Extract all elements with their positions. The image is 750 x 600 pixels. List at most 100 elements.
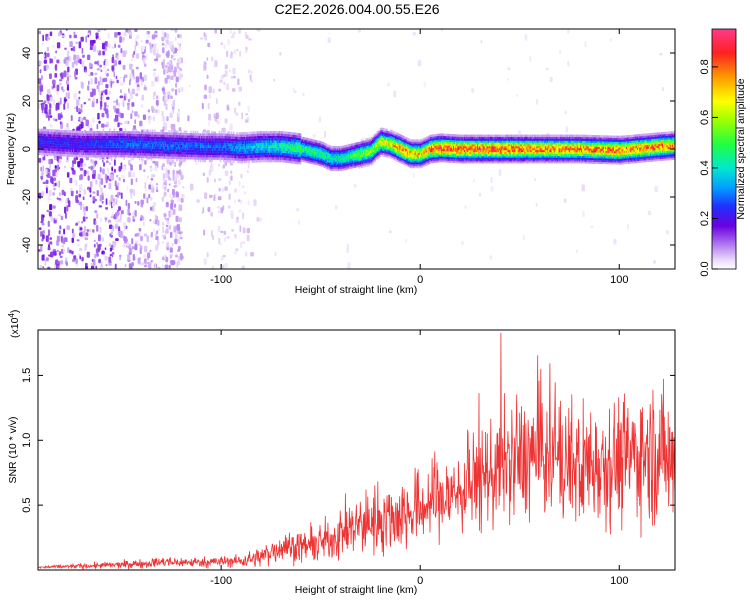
- spectrogram-ridge-cell: [40, 150, 42, 153]
- spectrogram-noise-cell: [122, 99, 125, 103]
- spectrogram-noise-cell: [175, 231, 178, 236]
- spectrogram-noise-cell: [169, 254, 173, 257]
- spectrogram-noise-cell: [75, 258, 78, 264]
- spectrogram-ridge-cell: [58, 129, 61, 133]
- spectrogram-noise-cell: [52, 205, 56, 209]
- spectrogram-noise-cell: [178, 127, 181, 132]
- spectrogram-ridge-cell: [39, 140, 41, 144]
- spectrogram-noise-cell: [174, 161, 177, 167]
- spectrogram-ridge-cell: [58, 134, 61, 137]
- spectrogram-ridge-cell: [145, 129, 147, 132]
- spectrogram-noise-cell: [55, 171, 58, 178]
- spectrogram-noise-cell: [119, 254, 122, 257]
- spectrogram-noise-cell: [106, 109, 109, 115]
- spectrogram-noise-cell: [233, 251, 237, 255]
- spectrogram-noise-cell: [164, 179, 167, 183]
- spectrogram-ridge-cell: [62, 151, 64, 154]
- spectrogram-noise-cell: [250, 252, 254, 257]
- spectrogram-noise-cell: [195, 161, 198, 166]
- spectrogram-noise-cell: [161, 196, 164, 202]
- spectrogram-noise-cell: [52, 79, 56, 85]
- spectrogram-noise-cell: [654, 185, 658, 192]
- spectrogram-noise-cell: [78, 253, 81, 257]
- spectrogram-noise-cell: [151, 105, 154, 112]
- spectrogram-noise-cell: [490, 186, 494, 192]
- spectrogram-ridge-cell: [43, 143, 46, 146]
- spectrogram-noise-cell: [273, 78, 276, 82]
- spectrogram-noise-cell: [208, 86, 212, 94]
- spectrogram-noise-cell: [56, 197, 59, 200]
- spectrogram-ridge-cell: [55, 148, 58, 152]
- spectrogram-ridge-cell: [149, 129, 152, 132]
- spectrogram-noise-cell: [565, 126, 569, 133]
- spectrogram-noise-cell: [154, 165, 158, 171]
- spectrogram-noise-cell: [142, 114, 146, 120]
- spectrogram-ridge-cell: [109, 128, 111, 131]
- spectrogram-noise-cell: [148, 118, 151, 125]
- spectrogram-noise-cell: [128, 212, 131, 216]
- spectrogram-ridge-cell: [43, 140, 46, 144]
- spectrogram-ridge-cell: [50, 141, 52, 144]
- spectrogram-noise-cell: [215, 112, 219, 119]
- spectrogram-ridge-cell: [184, 159, 187, 162]
- spectrogram-noise-cell: [179, 253, 183, 260]
- spectrogram-noise-cell: [222, 164, 225, 169]
- spectrogram-noise-cell: [110, 194, 114, 202]
- spectrogram-ridge-cell: [135, 129, 137, 132]
- spectrogram-noise-cell: [116, 174, 119, 178]
- spectrogram-noise-cell: [112, 54, 114, 58]
- spectrogram-noise-cell: [109, 199, 111, 206]
- spectrogram-noise-cell: [131, 246, 136, 250]
- spectrogram-ridge-cell: [47, 131, 50, 134]
- spectrogram-ridge-cell: [48, 134, 51, 137]
- spectrogram-noise-cell: [214, 60, 218, 68]
- spectrogram-noise-cell: [582, 210, 585, 218]
- spectrogram-noise-cell: [41, 75, 43, 80]
- spectrogram-noise-cell: [237, 78, 240, 86]
- spectrogram-noise-cell: [47, 52, 50, 58]
- spectrogram-noise-cell: [65, 80, 69, 85]
- spectrogram-noise-cell: [61, 189, 65, 196]
- spectrogram-ridge-cell: [47, 133, 50, 137]
- spectrogram-ridge-cell: [55, 144, 58, 147]
- spectrogram-ridge-cell: [53, 141, 55, 144]
- spectrogram-noise-cell: [99, 265, 104, 269]
- spectrogram-noise-cell: [96, 241, 98, 245]
- spectrogram-ridge-cell: [61, 137, 63, 140]
- spectrogram-ridge-cell: [232, 160, 235, 163]
- spectrogram-noise-cell: [49, 58, 54, 64]
- spectrogram-noise-cell: [95, 265, 98, 269]
- spectrogram-noise-cell: [88, 80, 90, 85]
- spectrogram-noise-cell: [590, 225, 594, 229]
- spectrogram-noise-cell: [112, 212, 114, 216]
- spectrogram-noise-cell: [114, 263, 117, 269]
- spectrogram-noise-cell: [94, 210, 98, 214]
- spectrogram-noise-cell: [417, 60, 422, 67]
- spectrogram-noise-cell: [461, 240, 464, 246]
- spectrogram-noise-cell: [47, 89, 51, 96]
- spectrogram-noise-cell: [84, 69, 87, 73]
- spectrogram-ridge-cell: [57, 146, 60, 149]
- spectrogram-noise-cell: [82, 54, 85, 58]
- spectrogram-noise-cell: [88, 228, 92, 232]
- spectrogram-noise-cell: [206, 57, 209, 61]
- spectrogram-noise-cell: [83, 163, 87, 167]
- spectrogram-ridge-cell: [62, 137, 64, 140]
- spectrogram-noise-cell: [62, 236, 65, 239]
- spectrogram-noise-cell: [236, 48, 239, 51]
- spectrogram-noise-cell: [206, 177, 209, 183]
- chart-title: C2E2.2026.004.00.55.E26: [274, 1, 439, 17]
- spectrogram-noise-cell: [95, 35, 99, 39]
- spectrogram-noise-cell: [214, 178, 216, 183]
- spectrogram-ridge-cell: [46, 136, 49, 139]
- spectrogram-noise-cell: [155, 33, 159, 36]
- spectrogram-noise-cell: [61, 245, 65, 248]
- spectrogram-noise-cell: [168, 79, 171, 84]
- spectrogram-noise-cell: [164, 254, 167, 260]
- spectrogram-noise-cell: [46, 187, 48, 194]
- spectrogram-noise-cell: [173, 126, 176, 131]
- spectrogram-noise-cell: [647, 210, 652, 216]
- spectrogram-noise-cell: [127, 103, 130, 111]
- spectrogram-noise-cell: [98, 120, 101, 124]
- spectrogram-noise-cell: [178, 77, 181, 80]
